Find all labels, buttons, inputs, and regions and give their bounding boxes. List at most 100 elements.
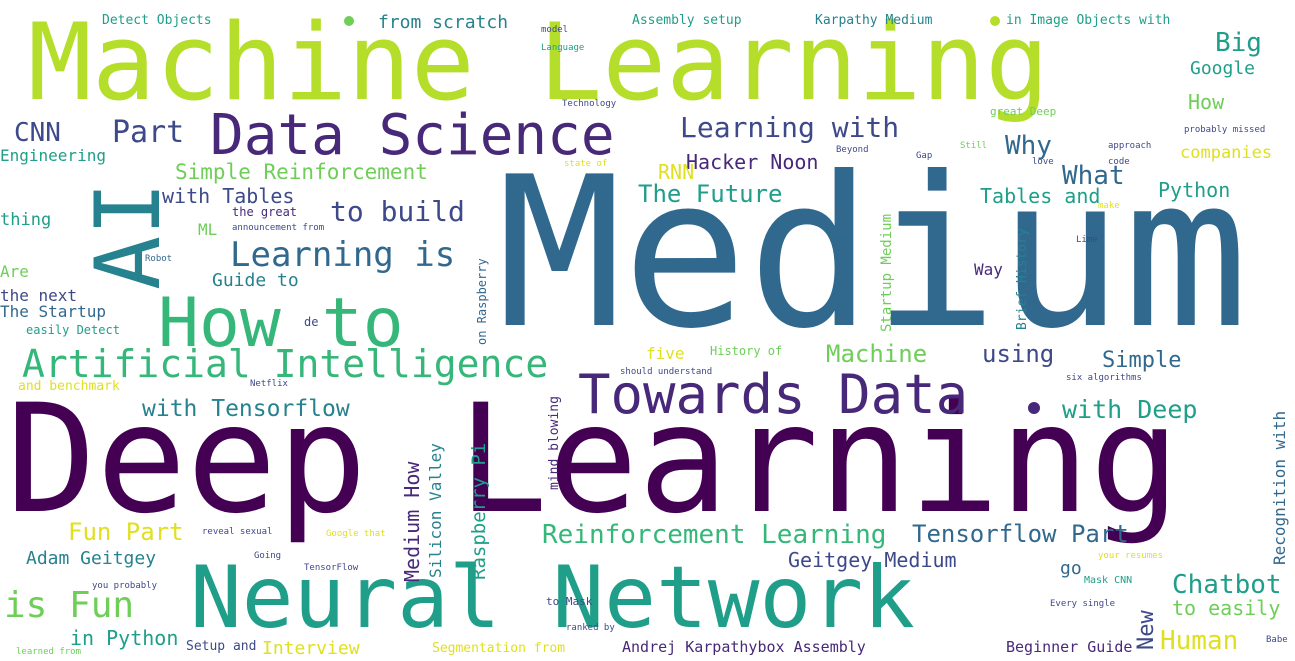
- word: de: [304, 315, 319, 329]
- word: Startup Medium: [879, 213, 895, 332]
- word: Machine: [826, 340, 928, 368]
- word: Andrej Karpathybox Assembly: [622, 638, 866, 656]
- word: Big: [1215, 28, 1262, 58]
- word: Raspberry Pi: [468, 442, 490, 580]
- word: Artificial Intelligence: [22, 342, 549, 386]
- word: Recognition with: [1270, 410, 1289, 565]
- word: code: [1108, 157, 1130, 167]
- word: Google: [1190, 58, 1256, 79]
- word: using: [982, 340, 1055, 368]
- word: Tensorflow Part: [912, 520, 1129, 548]
- word: in Python: [70, 626, 179, 650]
- word: reveal sexual: [202, 527, 273, 537]
- word: CNN: [14, 118, 61, 148]
- word: AI: [76, 181, 181, 290]
- word: ranked by: [566, 623, 615, 633]
- word: Learning is: [230, 235, 456, 275]
- word: Lime: [1076, 235, 1098, 245]
- word: with Tables: [162, 184, 295, 208]
- word: Reinforcement Learning: [542, 520, 887, 550]
- word: Data Science: [210, 103, 615, 168]
- word: companies: [1180, 143, 1273, 163]
- word: should understand: [620, 367, 713, 377]
- word: Learning with: [680, 111, 900, 144]
- word: Guide to: [212, 270, 299, 291]
- word: Netflix: [250, 379, 288, 389]
- word: Are: [0, 262, 29, 281]
- word: approach: [1108, 141, 1152, 151]
- word: How: [1188, 90, 1225, 114]
- word: How to: [158, 284, 404, 363]
- word: Deep Learning: [6, 373, 1180, 547]
- word: Fun Part: [68, 518, 184, 546]
- word: easily Detect: [26, 323, 120, 337]
- word: state of: [564, 159, 608, 169]
- dot: [990, 16, 1000, 26]
- word: your resumes: [1098, 551, 1164, 561]
- word: love: [1032, 157, 1054, 167]
- word: from scratch: [378, 12, 509, 33]
- word: mind blowing: [547, 396, 562, 490]
- word: and benchmark: [18, 379, 120, 394]
- word: Human: [1160, 626, 1239, 656]
- word: Way: [974, 260, 1003, 279]
- word: great Deep: [990, 105, 1057, 118]
- word: Language: [541, 43, 585, 53]
- word: probably missed: [1184, 125, 1266, 135]
- word: six algorithms: [1066, 373, 1142, 383]
- word: thing: [0, 210, 52, 230]
- word: in Image Objects with: [1006, 13, 1171, 28]
- word: Still: [960, 141, 988, 151]
- word: Towards Data: [578, 363, 969, 426]
- word: Mask CNN: [1084, 575, 1133, 586]
- word: Babe: [1266, 635, 1288, 645]
- word: the great: [232, 205, 298, 219]
- word: with Deep: [1062, 395, 1198, 424]
- word: New: [1134, 610, 1159, 650]
- dot: [1028, 402, 1040, 414]
- dot: [344, 16, 354, 26]
- word: Segmentation from: [432, 641, 566, 656]
- word: Beyond: [836, 145, 869, 155]
- word: on Raspberry: [475, 258, 489, 345]
- word: Simple: [1102, 348, 1182, 373]
- word: Python: [1158, 178, 1231, 202]
- word: ML: [198, 220, 218, 239]
- word: Neural Network: [190, 548, 915, 648]
- word: Why: [1005, 131, 1052, 161]
- word: to build: [330, 195, 465, 228]
- word: Hacker Noon: [686, 150, 819, 174]
- word: The Startup: [0, 302, 106, 321]
- word: with Tensorflow: [142, 396, 350, 422]
- word: Interview: [262, 638, 360, 659]
- word: model: [541, 25, 569, 35]
- word: The Future: [638, 180, 783, 208]
- word: Setup and: [186, 639, 257, 654]
- word: go: [1060, 558, 1082, 579]
- word: Adam Geitgey: [26, 548, 157, 569]
- word: Detect Objects: [102, 13, 212, 28]
- word: Karpathy Medium: [815, 13, 933, 28]
- word: to Mask: [546, 595, 593, 608]
- word: five: [646, 344, 685, 363]
- word: to easily: [1172, 596, 1281, 620]
- word: What: [1062, 161, 1125, 191]
- word: is Fun: [4, 585, 135, 626]
- word: TensorFlow: [304, 563, 359, 573]
- word: Gap: [916, 151, 933, 161]
- word: Tables and: [980, 184, 1101, 208]
- word: the next: [0, 286, 78, 305]
- word: Going: [254, 551, 282, 561]
- word: Geitgey Medium: [788, 548, 957, 572]
- word: Chatbot: [1172, 570, 1282, 600]
- word: learned from: [16, 647, 82, 657]
- word: Robot: [145, 254, 173, 264]
- word: Silicon Valley: [426, 443, 445, 578]
- word: Medium How: [400, 461, 424, 582]
- word: Beginner Guide: [1006, 638, 1133, 656]
- word: RNN: [658, 160, 695, 184]
- word: Engineering: [0, 146, 106, 165]
- word: you probably: [92, 581, 158, 591]
- word: History of: [710, 344, 783, 358]
